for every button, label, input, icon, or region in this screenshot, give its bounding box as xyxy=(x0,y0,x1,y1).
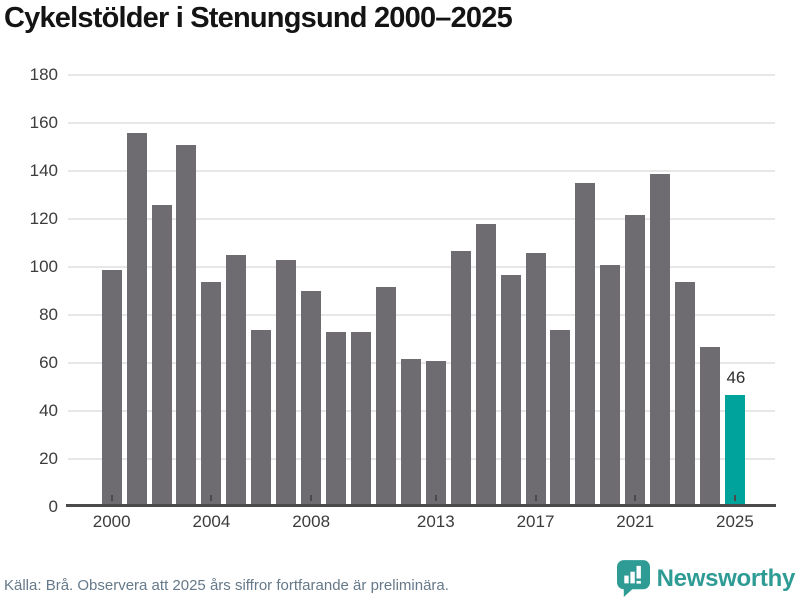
bar-2020 xyxy=(600,265,621,505)
bar-value-label: 46 xyxy=(726,367,746,387)
source-note: Källa: Brå. Observera att 2025 års siffr… xyxy=(4,577,449,594)
gridline-140 xyxy=(68,170,775,172)
y-tick-label-120: 120 xyxy=(29,209,58,228)
x-tick-mark-2000 xyxy=(110,495,113,501)
bar-2002 xyxy=(151,205,172,505)
bar-2018 xyxy=(550,329,571,505)
bar-2001 xyxy=(126,133,147,505)
x-tick-mark-2008 xyxy=(310,495,313,501)
y-tick-label-80: 80 xyxy=(39,305,58,324)
gridline-60 xyxy=(68,362,775,364)
x-axis-line xyxy=(66,504,776,507)
bar-2022 xyxy=(650,173,671,505)
x-tick-label-2025: 2025 xyxy=(716,512,754,531)
bar-2014 xyxy=(450,250,471,505)
bar-2011 xyxy=(375,286,396,505)
x-tick-label-2004: 2004 xyxy=(192,512,231,531)
bar-2024 xyxy=(700,346,721,505)
gridline-40 xyxy=(68,410,775,412)
gridline-100 xyxy=(68,266,775,268)
gridline-160 xyxy=(68,122,775,124)
bar-2005 xyxy=(226,255,247,505)
y-tick-label-20: 20 xyxy=(39,449,58,468)
x-tick-label-2008: 2008 xyxy=(292,512,331,531)
y-tick-label-100: 100 xyxy=(29,257,58,276)
y-tick-label-40: 40 xyxy=(39,401,58,420)
bar-2023 xyxy=(675,281,696,505)
x-tick-mark-2004 xyxy=(210,495,213,501)
x-tick-label-2000: 2000 xyxy=(92,512,131,531)
bar-2004 xyxy=(201,281,222,505)
plot-area: 46 xyxy=(66,74,776,507)
x-tick-mark-2017 xyxy=(534,495,537,501)
x-tick-label-2017: 2017 xyxy=(516,512,555,531)
bar-2009 xyxy=(326,332,347,505)
gridline-180 xyxy=(68,74,775,76)
bar-2003 xyxy=(176,145,197,505)
bar-2010 xyxy=(351,332,371,505)
bar-chart: 0 20 40 60 80 100 120 140 160 180 46 2000 2004 2008… xyxy=(0,60,800,531)
bar-2021 xyxy=(625,214,646,505)
bar-2016 xyxy=(500,274,521,505)
bar-2015 xyxy=(475,224,496,505)
newsworthy-logo: Newsworthy xyxy=(616,560,796,598)
bar-2008 xyxy=(301,291,322,505)
y-tick-label-160: 160 xyxy=(29,113,58,132)
bar-2006 xyxy=(251,329,272,505)
gridline-20 xyxy=(68,458,775,460)
bar-2019 xyxy=(575,183,596,505)
x-tick-mark-2021 xyxy=(634,495,637,501)
gridline-120 xyxy=(68,218,775,220)
x-tick-label-2021: 2021 xyxy=(616,512,655,531)
y-tick-label-60: 60 xyxy=(39,353,58,372)
bar-2007 xyxy=(276,260,297,505)
gridline-80 xyxy=(68,314,775,316)
bar-2017 xyxy=(525,253,546,505)
x-tick-label-2013: 2013 xyxy=(416,512,455,531)
y-tick-label-0: 0 xyxy=(48,497,58,516)
y-tick-label-140: 140 xyxy=(29,161,58,180)
bar-2000 xyxy=(101,269,122,505)
bar-2012 xyxy=(400,358,421,505)
bar-2025 xyxy=(724,394,745,505)
x-tick-mark-2013 xyxy=(434,495,437,501)
newsworthy-wordmark: Newsworthy xyxy=(656,565,796,592)
chart-title: Cykelstölder i Stenungsund 2000–2025 xyxy=(4,2,513,34)
y-tick-label-180: 180 xyxy=(29,65,58,84)
bar-2013 xyxy=(425,361,446,505)
newsworthy-bubble-chart-icon xyxy=(616,560,650,598)
x-tick-mark-2025 xyxy=(733,495,736,501)
